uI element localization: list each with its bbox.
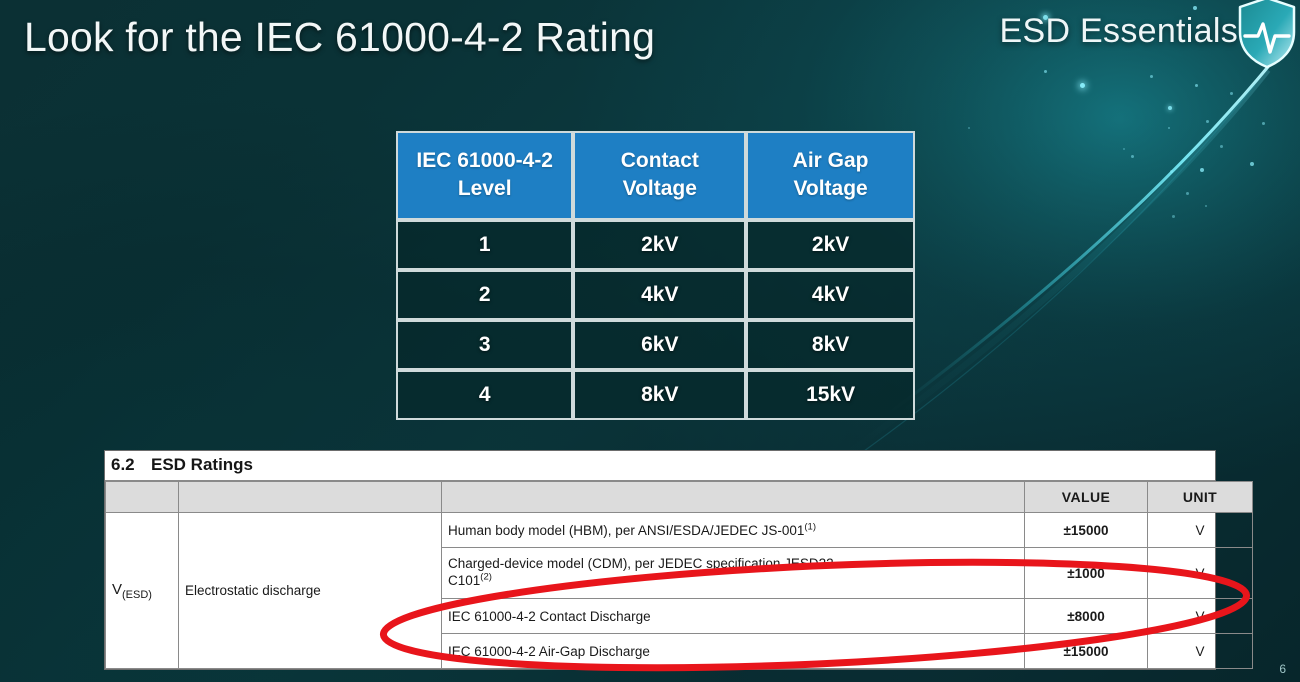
datasheet-header-unit: UNIT bbox=[1147, 481, 1253, 513]
iec-cell-airgap: 2kV bbox=[746, 220, 915, 271]
datasheet-value-cell: ±15000 bbox=[1024, 512, 1148, 548]
datasheet-description-cell: Human body model (HBM), per ANSI/ESDA/JE… bbox=[441, 512, 1025, 548]
iec-header-contact-line1: Contact bbox=[620, 149, 699, 172]
datasheet-description-cell: IEC 61000-4-2 Contact Discharge bbox=[441, 598, 1025, 634]
datasheet-parameter-cell: Electrostatic discharge bbox=[178, 512, 442, 669]
sparkle-dot bbox=[1195, 84, 1198, 87]
datasheet-header-row: VALUE UNIT bbox=[105, 481, 1253, 513]
iec-cell-contact: 4kV bbox=[573, 270, 747, 321]
iec-header-level-line1: IEC 61000-4-2 bbox=[416, 149, 553, 172]
iec-header-air-gap-voltage: Air Gap Voltage bbox=[746, 131, 915, 221]
sparkle-dot bbox=[1080, 83, 1085, 88]
datasheet-unit-cell: V bbox=[1147, 598, 1253, 634]
iec-cell-level: 4 bbox=[396, 370, 574, 421]
datasheet-value-cell: ±8000 bbox=[1024, 598, 1148, 634]
iec-cell-level: 1 bbox=[396, 220, 574, 271]
iec-header-airgap-line2: Voltage bbox=[793, 176, 868, 200]
shield-pulse-icon bbox=[1238, 0, 1296, 69]
iec-header-level: IEC 61000-4-2 Level bbox=[396, 131, 574, 221]
table-row: 3 6kV 8kV bbox=[396, 320, 915, 371]
iec-cell-level: 2 bbox=[396, 270, 574, 321]
iec-cell-airgap: 4kV bbox=[746, 270, 915, 321]
datasheet-section-title: 6.2 ESD Ratings bbox=[105, 451, 1215, 481]
table-row: 4 8kV 15kV bbox=[396, 370, 915, 421]
sparkle-dot bbox=[1230, 92, 1233, 95]
sparkle-dot bbox=[1205, 205, 1207, 207]
sparkle-dot bbox=[968, 127, 970, 129]
datasheet-header-value: VALUE bbox=[1024, 481, 1148, 513]
datasheet-unit-cell: V bbox=[1147, 633, 1253, 669]
description-text: Human body model (HBM), per ANSI/ESDA/JE… bbox=[448, 522, 805, 538]
iec-cell-contact: 2kV bbox=[573, 220, 747, 271]
iec-cell-contact: 8kV bbox=[573, 370, 747, 421]
datasheet-section-number: 6.2 bbox=[111, 455, 135, 474]
sparkle-dot bbox=[1250, 162, 1254, 166]
sparkle-dot bbox=[1172, 215, 1175, 218]
iec-cell-level: 3 bbox=[396, 320, 574, 371]
sparkle-dot bbox=[1168, 127, 1170, 129]
description-text: Charged-device model (CDM), per JEDEC sp… bbox=[448, 556, 839, 572]
sparkle-dot bbox=[1193, 6, 1197, 10]
iec-table-header-row: IEC 61000-4-2 Level Contact Voltage Air … bbox=[396, 131, 915, 221]
sparkle-dot bbox=[1262, 122, 1265, 125]
footnote-marker: (2) bbox=[480, 571, 492, 583]
sparkle-dot bbox=[1131, 155, 1134, 158]
datasheet-value-cell: ±1000 bbox=[1024, 547, 1148, 599]
datasheet-section-name: ESD Ratings bbox=[151, 455, 254, 474]
sparkle-dot bbox=[1150, 75, 1153, 78]
sparkle-dot bbox=[1170, 170, 1173, 173]
table-row: 1 2kV 2kV bbox=[396, 220, 915, 271]
datasheet-value-cell: ±15000 bbox=[1024, 633, 1148, 669]
datasheet-excerpt: 6.2 ESD Ratings VALUE UNIT V(ESD) Electro… bbox=[104, 450, 1253, 670]
datasheet-header-symbol bbox=[105, 481, 179, 513]
datasheet-description-cell: Charged-device model (CDM), per JEDEC sp… bbox=[441, 547, 1025, 599]
table-row: 2 4kV 4kV bbox=[396, 270, 915, 321]
sparkle-dot bbox=[1220, 145, 1223, 148]
iec-header-contact-line2: Voltage bbox=[622, 176, 697, 200]
slide-title: Look for the IEC 61000-4-2 Rating bbox=[24, 14, 656, 60]
sparkle-dot bbox=[1123, 148, 1125, 150]
sparkle-dot bbox=[1168, 106, 1172, 110]
page-number: 6 bbox=[1279, 662, 1286, 676]
sparkle-dot bbox=[1206, 120, 1209, 123]
datasheet-header-description bbox=[441, 481, 1025, 513]
footnote-marker: (1) bbox=[804, 521, 817, 532]
symbol-vesd: V(ESD) bbox=[112, 580, 152, 601]
iec-cell-airgap: 15kV bbox=[746, 370, 915, 421]
esd-ratings-table: VALUE UNIT V(ESD) Electrostatic discharg… bbox=[105, 481, 1253, 669]
iec-level-table: IEC 61000-4-2 Level Contact Voltage Air … bbox=[396, 131, 915, 421]
datasheet-unit-cell: V bbox=[1147, 512, 1253, 548]
sparkle-dot bbox=[1200, 168, 1204, 172]
iec-header-airgap-line1: Air Gap bbox=[792, 149, 869, 172]
description-text-line2: C101 bbox=[448, 573, 481, 588]
datasheet-header-parameter bbox=[178, 481, 442, 513]
sparkle-dot bbox=[1044, 70, 1047, 73]
brand-label: ESD Essentials bbox=[999, 12, 1238, 50]
datasheet-unit-cell: V bbox=[1147, 547, 1253, 599]
datasheet-symbol-cell: V(ESD) bbox=[105, 512, 179, 669]
datasheet-description-cell: IEC 61000-4-2 Air-Gap Discharge bbox=[441, 633, 1025, 669]
table-row: V(ESD) Electrostatic discharge Human bod… bbox=[105, 512, 1253, 669]
iec-cell-contact: 6kV bbox=[573, 320, 747, 371]
iec-cell-airgap: 8kV bbox=[746, 320, 915, 371]
iec-header-level-line2: Level bbox=[457, 176, 512, 200]
sparkle-dot bbox=[1186, 192, 1189, 195]
iec-header-contact-voltage: Contact Voltage bbox=[573, 131, 747, 221]
